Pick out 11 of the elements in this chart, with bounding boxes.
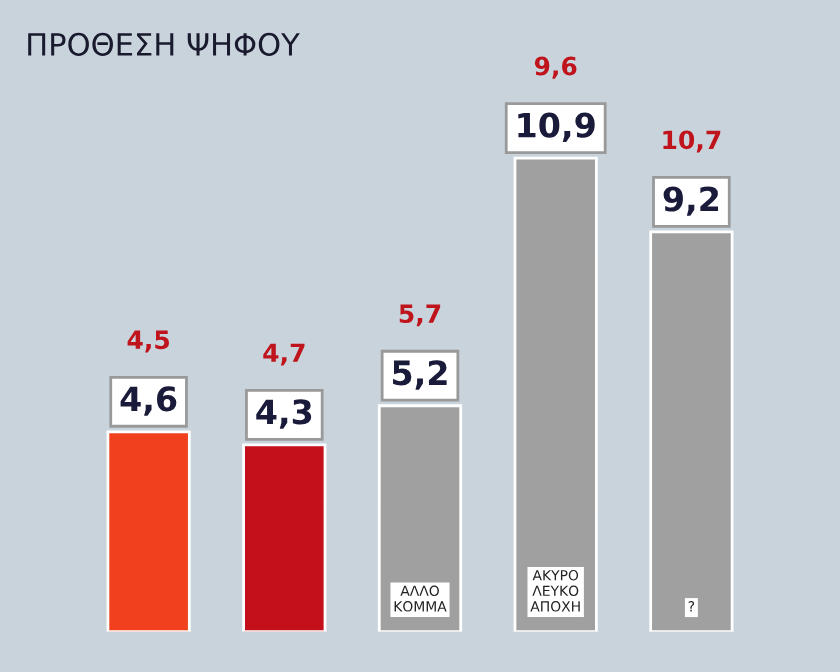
text: 9,6 — [534, 56, 577, 79]
data-label: 10,9 — [518, 112, 595, 142]
annotation: 4,5 — [127, 330, 170, 353]
annotation: 4,7 — [263, 343, 305, 366]
data-label: 4,6 — [120, 386, 177, 416]
data-label: 4,3 — [256, 399, 312, 429]
chart-title: ΠΡΟΘΕΣΗ ΨΗΦΟΥ — [28, 32, 300, 56]
data-label: 9,2 — [663, 186, 719, 216]
data-label: 5,2 — [393, 360, 447, 390]
text: 10,7 — [663, 130, 721, 153]
annotation: 5,7 — [399, 304, 441, 327]
